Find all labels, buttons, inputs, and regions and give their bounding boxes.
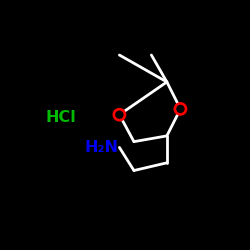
Circle shape xyxy=(174,103,187,115)
Circle shape xyxy=(177,106,184,112)
Text: HCl: HCl xyxy=(46,110,77,125)
Text: H₂N: H₂N xyxy=(84,140,118,155)
Circle shape xyxy=(116,111,123,118)
Circle shape xyxy=(113,108,126,121)
